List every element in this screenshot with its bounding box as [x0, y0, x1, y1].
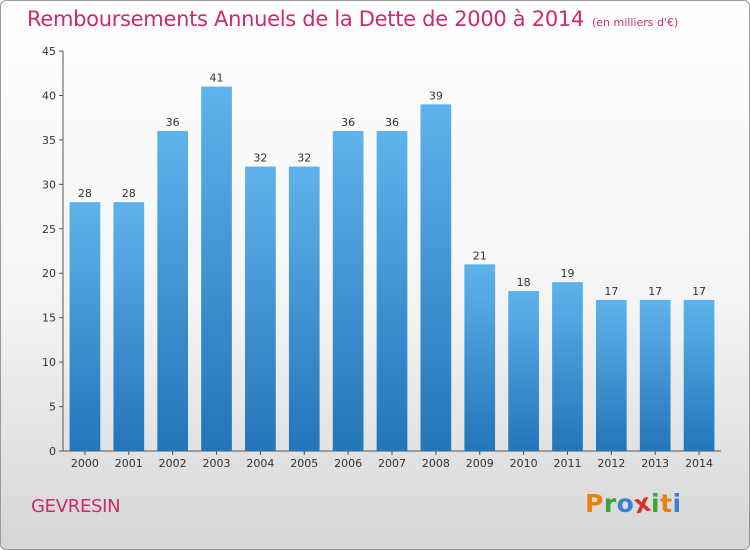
x-tick-label: 2008 [422, 457, 450, 470]
x-tick-label: 2003 [203, 457, 231, 470]
bar-value-label: 36 [385, 116, 399, 129]
x-tick-label: 2009 [466, 457, 494, 470]
bar-2008 [420, 104, 452, 451]
bar-value-label: 39 [429, 89, 443, 102]
x-tick-label: 2004 [246, 457, 274, 470]
logo-letter: i [672, 489, 682, 518]
x-tick-label: 2000 [71, 457, 99, 470]
logo-letter: i [651, 489, 661, 518]
y-tick-label: 40 [42, 89, 56, 102]
bar-value-label: 17 [692, 285, 706, 298]
bar-2004 [245, 166, 276, 452]
bar-2011 [552, 282, 583, 451]
bar-value-label: 18 [517, 276, 531, 289]
y-tick-label: 0 [49, 445, 56, 458]
x-tick-label: 2010 [510, 457, 538, 470]
logo-letter: t [660, 489, 673, 518]
bar-2002 [157, 131, 189, 451]
bar-value-label: 19 [560, 267, 574, 280]
y-tick-label: 20 [42, 267, 56, 280]
bar-2014 [683, 299, 715, 451]
chart-title-text: Remboursements Annuels de la Dette de 20… [27, 7, 584, 31]
logo-letter: r [603, 489, 617, 518]
commune-name: GEVRESIN [31, 496, 121, 517]
bar-value-label: 41 [210, 72, 224, 85]
y-axis: 0 5 10 15 20 25 30 35 40 45 [42, 45, 64, 458]
bar-value-label: 21 [473, 249, 487, 262]
logo-letter: P [585, 489, 604, 518]
proxiti-logo[interactable]: Proxiti [585, 488, 682, 520]
bar-value-label: 32 [253, 152, 267, 165]
x-tick-label: 2011 [553, 457, 581, 470]
bar-2006 [332, 131, 364, 451]
y-tick-label: 15 [42, 312, 56, 325]
x-tick-label: 2014 [685, 457, 713, 470]
bar-2001 [113, 202, 145, 451]
bar-value-label: 32 [297, 152, 311, 165]
bar-value-label: 36 [341, 116, 355, 129]
x-tick-label: 2013 [641, 457, 669, 470]
chart-subtitle: (en milliers d'€) [592, 16, 679, 29]
y-tick-label: 10 [42, 356, 56, 369]
bars: 28 28 36 41 32 32 36 36 39 21 18 19 17 17 17 [69, 72, 715, 452]
bar-2000 [69, 202, 101, 451]
x-axis: 2000 2001 2002 2003 2004 2005 2006 2007 2008 2009… [63, 450, 721, 470]
x-tick-label: 2005 [290, 457, 318, 470]
bar-value-label: 17 [648, 285, 662, 298]
bar-value-label: 28 [122, 187, 136, 200]
logo-letter: o [616, 489, 635, 518]
bar-2013 [639, 299, 671, 451]
bar-value-label: 17 [604, 285, 618, 298]
x-tick-label: 2007 [378, 457, 406, 470]
x-tick-label: 2006 [334, 457, 362, 470]
y-tick-label: 30 [42, 178, 56, 191]
x-tick-label: 2002 [159, 457, 187, 470]
bar-2005 [288, 166, 320, 452]
y-tick-label: 5 [49, 401, 56, 414]
bar-value-label: 28 [78, 187, 92, 200]
x-tick-label: 2012 [597, 457, 625, 470]
bar-2003 [201, 86, 232, 452]
chart-title: Remboursements Annuels de la Dette de 20… [27, 7, 678, 31]
y-tick-label: 35 [42, 134, 56, 147]
bar-value-label: 36 [166, 116, 180, 129]
bar-2007 [376, 131, 408, 451]
y-tick-label: 25 [42, 223, 56, 236]
x-tick-label: 2001 [115, 457, 143, 470]
bar-2009 [464, 264, 496, 451]
bar-2012 [595, 299, 627, 451]
bar-2010 [508, 291, 539, 451]
y-tick-label: 45 [42, 45, 56, 58]
